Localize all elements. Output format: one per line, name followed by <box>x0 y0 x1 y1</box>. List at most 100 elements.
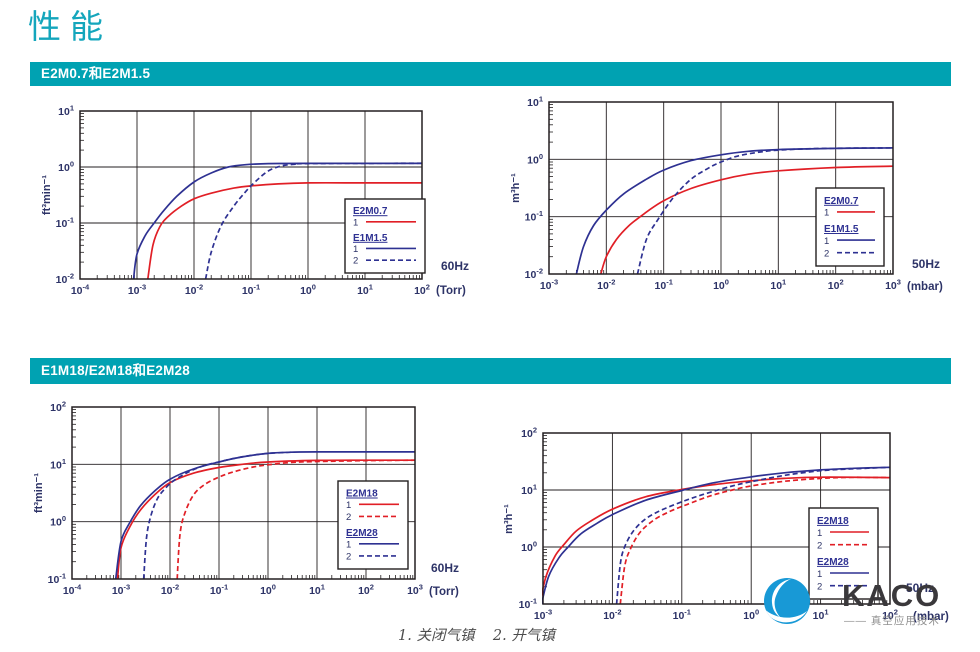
legend-entry-number: 2 <box>817 541 822 552</box>
svg-text:101: 101 <box>527 95 543 110</box>
x-unit-label: (Torr) <box>429 586 459 598</box>
curve-E2M28-2 <box>142 451 292 580</box>
legend-group-title: E2M18 <box>346 489 378 500</box>
x-unit-label: (mbar) <box>913 611 949 623</box>
legend-entry-number: 1 <box>346 539 351 550</box>
svg-text:102: 102 <box>521 426 537 441</box>
y-axis-label: m³h⁻¹ <box>510 173 522 203</box>
curve-E1M1.5-2 <box>636 147 894 275</box>
plot-frame <box>548 101 894 275</box>
svg-text:10-2: 10-2 <box>56 272 74 287</box>
frequency-label: 60Hz <box>431 561 459 575</box>
x-unit-label: (mbar) <box>907 281 943 293</box>
svg-text:10-2: 10-2 <box>525 267 543 282</box>
plot-frame <box>71 406 416 580</box>
section-header-e2m07-e2m15: E2M0.7和E2M1.5 <box>30 62 951 86</box>
svg-text:10-1: 10-1 <box>525 209 543 224</box>
svg-text:102: 102 <box>50 400 66 415</box>
svg-text:103: 103 <box>407 583 423 598</box>
svg-text:100: 100 <box>713 278 729 293</box>
svg-text:10-2: 10-2 <box>603 608 621 623</box>
chart-e2m18-e2m28-60hz: 10-4 10-3 10-2 10-1 100 101 102 103 10-1 100 101 10… <box>33 400 459 599</box>
frequency-label: 50Hz <box>906 581 934 595</box>
svg-text:100: 100 <box>521 540 537 555</box>
frequency-label: 60Hz <box>441 259 469 273</box>
curve-E2M28-1 <box>542 466 891 605</box>
svg-text:102: 102 <box>414 283 430 298</box>
curve-E2M0.7-1 <box>146 181 422 280</box>
frequency-label: 50Hz <box>912 257 940 271</box>
svg-text:10-2: 10-2 <box>185 283 203 298</box>
svg-text:101: 101 <box>58 104 74 119</box>
legend-group-title: E2M28 <box>346 528 378 539</box>
svg-text:10-1: 10-1 <box>519 597 537 612</box>
legend-entry-number: 1 <box>353 244 358 255</box>
chart-e2m07-e1m15-60hz: 10-4 10-3 10-2 10-1 100 101 102 10-2 10-1 100 101 f… <box>41 104 469 298</box>
svg-text:10-2: 10-2 <box>161 583 179 598</box>
svg-text:10-3: 10-3 <box>540 278 558 293</box>
section-header-label: E1M18/E2M18和E2M28 <box>41 363 190 378</box>
kaco-logo-subtitle: —— 真空应用技术 <box>844 615 940 627</box>
svg-text:100: 100 <box>527 152 543 167</box>
legend-group-title: E2M0.7 <box>353 206 388 217</box>
svg-text:10-1: 10-1 <box>56 216 74 231</box>
svg-text:100: 100 <box>58 160 74 175</box>
curve-E2M18-2 <box>176 459 416 580</box>
legend-box <box>337 480 409 570</box>
y-axis-label: ft³min⁻¹ <box>33 473 45 513</box>
svg-text:10-1: 10-1 <box>655 278 673 293</box>
plot-frame <box>542 432 891 605</box>
legend-group-title: E1M1.5 <box>353 233 388 244</box>
curve-E1M1.5-1 <box>132 162 422 280</box>
x-unit-label: (Torr) <box>436 285 466 297</box>
svg-text:100: 100 <box>50 514 66 529</box>
legend-entry-number: 2 <box>346 512 351 523</box>
legend-group-title: E2M28 <box>817 557 849 568</box>
section-header-e1m18-e2m18-e2m28: E1M18/E2M18和E2M28 <box>30 358 951 384</box>
legend-entry-number: 1 <box>817 528 822 539</box>
curve-E2M18-1 <box>542 476 891 598</box>
svg-text:10-3: 10-3 <box>128 283 146 298</box>
gas-ballast-footnote: 1. 关闭气镇 2. 开气镇 <box>398 628 555 644</box>
svg-text:101: 101 <box>50 457 66 472</box>
curve-E2M18-2 <box>619 476 891 605</box>
svg-text:102: 102 <box>828 278 844 293</box>
svg-text:10-3: 10-3 <box>112 583 130 598</box>
section-header-label: E2M0.7和E2M1.5 <box>41 66 151 81</box>
legend-group-title: E2M18 <box>817 516 849 527</box>
svg-text:10-1: 10-1 <box>673 608 691 623</box>
kaco-logo-icon <box>764 578 810 624</box>
curve-E2M18-1 <box>116 459 415 580</box>
svg-text:10-4: 10-4 <box>63 583 82 598</box>
svg-text:101: 101 <box>770 278 786 293</box>
legend-entry-number: 1 <box>824 236 829 247</box>
kaco-logo: KACO —— 真空应用技术 <box>752 566 970 648</box>
legend-entry-number: 1 <box>824 208 829 219</box>
legend-entry-number: 2 <box>346 552 351 563</box>
curve-E2M28-2 <box>615 466 891 605</box>
curve-E1M1.5-2 <box>204 162 423 280</box>
legend-entry-number: 1 <box>353 217 358 228</box>
svg-text:10-2: 10-2 <box>597 278 615 293</box>
svg-text:10-1: 10-1 <box>210 583 228 598</box>
kaco-logo-wordmark: KACO <box>842 578 942 613</box>
y-axis-label: m³h⁻¹ <box>503 504 515 534</box>
svg-text:102: 102 <box>358 583 374 598</box>
svg-text:101: 101 <box>521 483 537 498</box>
legend-box <box>808 507 879 600</box>
legend-group-title: E1M1.5 <box>824 224 859 235</box>
svg-text:10-1: 10-1 <box>242 283 260 298</box>
svg-text:103: 103 <box>885 278 901 293</box>
chart-e2m07-e1m15-50hz: 10-3 10-2 10-1 100 101 102 10310-210-1100101m³… <box>510 95 943 294</box>
legend-entry-number: 2 <box>817 582 822 593</box>
svg-text:100: 100 <box>300 283 316 298</box>
y-axis-label: ft³min⁻¹ <box>41 175 53 215</box>
legend-entry-number: 2 <box>824 249 829 260</box>
legend-group-title: E2M0.7 <box>824 196 859 207</box>
svg-text:10-3: 10-3 <box>534 608 552 623</box>
plot-frame <box>79 110 423 280</box>
page-title: 性能 <box>28 7 112 46</box>
